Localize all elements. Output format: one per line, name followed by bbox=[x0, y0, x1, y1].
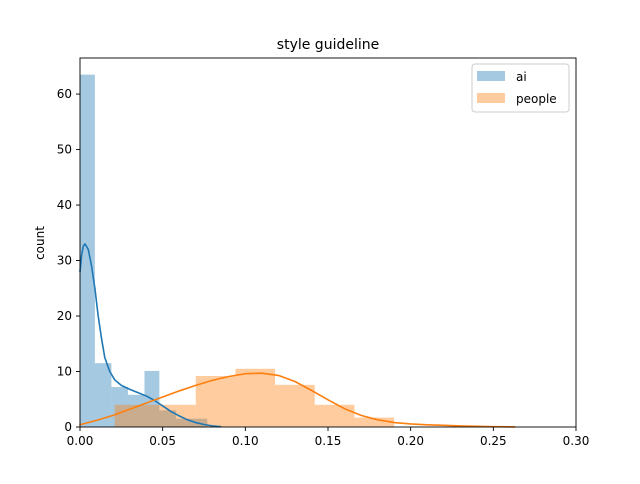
histogram-bar-people bbox=[314, 404, 355, 427]
y-tick-label: 0 bbox=[64, 420, 72, 434]
x-tick-label: 0.15 bbox=[315, 434, 342, 448]
chart-title: style guideline bbox=[277, 37, 379, 53]
legend-label-people: people bbox=[516, 92, 557, 106]
histogram-bar-ai bbox=[159, 410, 176, 427]
y-tick-label: 20 bbox=[57, 309, 72, 323]
histogram-bar-ai bbox=[80, 74, 95, 428]
legend-swatch-people bbox=[477, 93, 505, 103]
histogram-bar-people bbox=[195, 375, 236, 427]
legend: ai people bbox=[471, 63, 570, 113]
x-axis: 0.00 0.05 0.10 0.15 0.20 0.25 0.30 bbox=[67, 427, 590, 448]
histogram-bar-ai bbox=[175, 418, 193, 427]
y-tick-label: 30 bbox=[57, 254, 72, 268]
x-tick-label: 0.30 bbox=[563, 434, 590, 448]
x-tick-label: 0.25 bbox=[480, 434, 507, 448]
kde-line-people bbox=[79, 372, 516, 428]
histogram-bar-people bbox=[154, 404, 196, 427]
x-tick-label: 0.00 bbox=[67, 434, 94, 448]
x-tick-label: 0.20 bbox=[397, 434, 424, 448]
histogram-bar-people bbox=[235, 368, 276, 427]
legend-box bbox=[471, 63, 570, 113]
x-tick-label: 0.05 bbox=[149, 434, 176, 448]
plot-area bbox=[79, 74, 516, 428]
kde-line-ai bbox=[79, 243, 222, 428]
y-axis: 0 10 20 30 40 50 60 bbox=[57, 87, 80, 434]
y-axis-label: count bbox=[33, 226, 47, 260]
y-tick-label: 60 bbox=[57, 87, 72, 101]
y-tick-label: 50 bbox=[57, 143, 72, 157]
histogram-bar-ai bbox=[111, 387, 128, 427]
histogram-bar-ai bbox=[94, 363, 112, 427]
histogram-bar-ai bbox=[127, 394, 145, 427]
histogram-bar-people bbox=[275, 384, 315, 427]
legend-swatch-ai bbox=[477, 71, 505, 81]
y-tick-label: 40 bbox=[57, 198, 72, 212]
histogram-bar-people bbox=[354, 417, 395, 427]
legend-label-ai: ai bbox=[516, 70, 527, 84]
y-tick-label: 10 bbox=[57, 365, 72, 379]
x-tick-label: 0.10 bbox=[232, 434, 259, 448]
